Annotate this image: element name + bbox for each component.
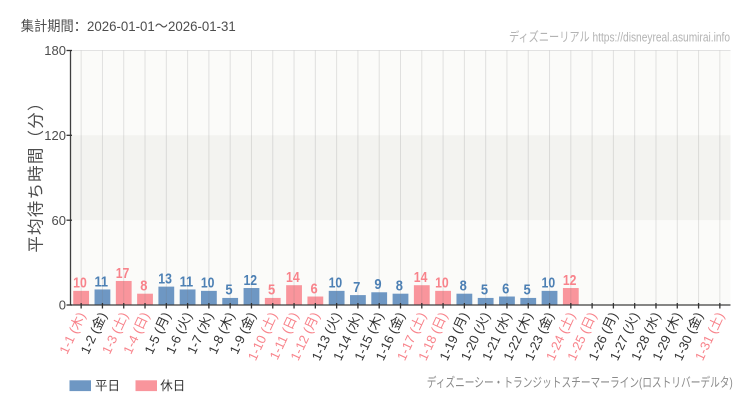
svg-text:17: 17	[116, 266, 130, 282]
svg-text:0: 0	[59, 298, 66, 313]
svg-text:5: 5	[481, 283, 488, 299]
svg-text:11: 11	[94, 274, 108, 290]
svg-text:14: 14	[414, 270, 428, 286]
svg-text:5: 5	[225, 283, 232, 299]
svg-text:平日: 平日	[95, 379, 120, 393]
svg-text:集計期間：2026-01-01～2026-01-31: 集計期間：2026-01-01～2026-01-31	[21, 18, 236, 34]
svg-text:180: 180	[44, 43, 66, 58]
svg-text:10: 10	[201, 276, 215, 292]
svg-text:8: 8	[140, 278, 147, 294]
svg-text:6: 6	[311, 281, 318, 297]
svg-text:平均待ち時間（分）: 平均待ち時間（分）	[27, 93, 46, 252]
svg-text:12: 12	[563, 273, 577, 289]
svg-text:10: 10	[542, 276, 556, 292]
svg-text:休日: 休日	[160, 379, 185, 393]
svg-text:5: 5	[523, 283, 530, 299]
svg-text:10: 10	[73, 276, 87, 292]
svg-text:10: 10	[329, 276, 343, 292]
svg-text:7: 7	[353, 280, 360, 296]
svg-text:ディズニーリアル https://disneyreal.as: ディズニーリアル https://disneyreal.asumirai.inf…	[509, 30, 730, 45]
svg-text:8: 8	[460, 278, 467, 294]
svg-text:8: 8	[396, 278, 403, 294]
svg-text:12: 12	[243, 273, 257, 289]
svg-text:11: 11	[180, 274, 194, 290]
svg-text:9: 9	[374, 277, 381, 293]
svg-text:120: 120	[44, 128, 66, 143]
svg-text:ディズニーシー・トランジットスチーマーライン(ロストリバーデ: ディズニーシー・トランジットスチーマーライン(ロストリバーデルタ)	[427, 375, 733, 390]
svg-text:60: 60	[52, 213, 66, 228]
svg-text:6: 6	[502, 281, 509, 297]
svg-text:14: 14	[286, 270, 300, 286]
svg-text:13: 13	[158, 271, 172, 287]
svg-text:10: 10	[435, 276, 449, 292]
svg-text:5: 5	[268, 283, 275, 299]
